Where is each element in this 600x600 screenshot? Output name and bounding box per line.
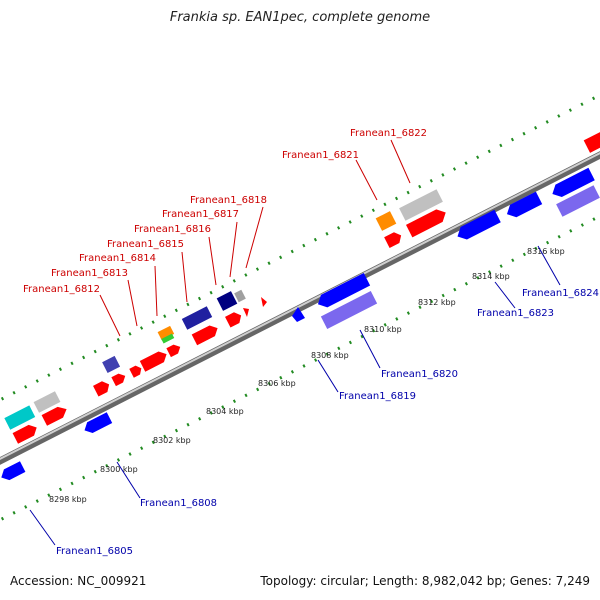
gene-red-edge[interactable] xyxy=(583,131,600,153)
gene-arrow-minus[interactable] xyxy=(504,191,543,221)
gene-lavender[interactable] xyxy=(320,291,378,329)
gene-lavender[interactable] xyxy=(556,185,600,217)
gene-label[interactable]: Franean1_6812 xyxy=(23,284,100,295)
gene-arrow-plus[interactable] xyxy=(139,349,170,372)
gene-label[interactable]: Franean1_6820 xyxy=(381,369,458,380)
gene-arrow-plus[interactable] xyxy=(191,323,221,346)
gene-arrow-minus[interactable] xyxy=(292,307,305,322)
gene-arrow-plus[interactable] xyxy=(406,206,449,238)
map-title: Frankia sp. EAN1pec, complete genome xyxy=(169,10,431,25)
gene-cyan[interactable] xyxy=(4,405,36,430)
gene-arrow-minus[interactable] xyxy=(315,273,371,310)
gene-arrow-plus[interactable] xyxy=(384,230,404,248)
scale-tick: 8298 kbp xyxy=(49,495,87,504)
gene-arrow-minus[interactable] xyxy=(0,461,26,483)
gene-green[interactable] xyxy=(161,333,175,344)
accession-text: Accession: NC_009921 xyxy=(10,574,147,588)
gene-arrow-plus[interactable] xyxy=(225,310,244,328)
gene-label[interactable]: Franean1_6818 xyxy=(190,195,267,206)
scale-tick: 8312 kbp xyxy=(418,298,456,307)
scale-tick: 8306 kbp xyxy=(258,379,296,388)
genome-backbone xyxy=(0,151,600,465)
gene-arrow-minus[interactable] xyxy=(549,167,595,200)
outer-dotted-track xyxy=(0,93,600,402)
minus-strand-genes xyxy=(0,167,600,483)
gene-label[interactable]: Franean1_6819 xyxy=(339,391,416,402)
gene-gray[interactable] xyxy=(399,189,443,221)
gene-arrow-plus[interactable] xyxy=(243,308,249,317)
gene-navy-stripe[interactable] xyxy=(181,306,213,330)
gene-arrow-plus[interactable] xyxy=(129,364,143,378)
scale-tick: 8300 kbp xyxy=(100,465,138,474)
scale-tick: 8302 kbp xyxy=(153,436,191,445)
scale-tick: 8304 kbp xyxy=(206,407,244,416)
gene-navy[interactable] xyxy=(216,291,238,311)
scale-tick: 8314 kbp xyxy=(472,272,510,281)
gene-gray-small[interactable] xyxy=(234,289,246,303)
gene-gray[interactable] xyxy=(33,391,61,413)
plus-labels: Franean1_6812 Franean1_6813 Franean1_681… xyxy=(23,128,427,337)
gene-arrow-minus[interactable] xyxy=(454,209,501,243)
gene-arrow-plus[interactable] xyxy=(12,422,40,444)
gene-orange[interactable] xyxy=(375,211,397,231)
gene-arrow-plus[interactable] xyxy=(166,342,182,358)
plus-strand-genes xyxy=(4,131,600,444)
gene-arrow-plus[interactable] xyxy=(111,371,127,387)
gene-label[interactable]: Franean1_6813 xyxy=(51,268,128,279)
gene-label[interactable]: Franean1_6821 xyxy=(282,150,359,161)
gene-label[interactable]: Franean1_6824 xyxy=(522,288,599,299)
gene-orange[interactable] xyxy=(157,325,175,341)
gene-stack[interactable] xyxy=(102,355,121,373)
gene-arrow-plus[interactable] xyxy=(41,404,70,426)
gene-label[interactable]: Franean1_6808 xyxy=(140,498,217,509)
scale-tick: 8310 kbp xyxy=(364,325,402,334)
scale-tick: 8316 kbp xyxy=(527,247,565,256)
gene-arrow-plus[interactable] xyxy=(93,379,112,397)
gene-label[interactable]: Franean1_6822 xyxy=(350,128,427,139)
scale-ticks: 8298 kbp 8300 kbp 8302 kbp 8304 kbp 8306… xyxy=(49,247,565,504)
gene-label[interactable]: Franean1_6815 xyxy=(107,239,184,250)
genome-backbone-highlight xyxy=(0,151,600,461)
gene-label[interactable]: Franean1_6816 xyxy=(134,224,211,235)
gene-arrow-plus[interactable] xyxy=(261,297,267,307)
gene-arrow-minus[interactable] xyxy=(82,412,113,435)
scale-tick: 8308 kbp xyxy=(311,351,349,360)
gene-label[interactable]: Franean1_6817 xyxy=(162,209,239,220)
topology-summary: Topology: circular; Length: 8,982,042 bp… xyxy=(260,574,590,588)
minus-labels: Franean1_6805 Franean1_6808 Franean1_681… xyxy=(29,245,599,557)
gene-label[interactable]: Franean1_6814 xyxy=(79,253,156,264)
gene-label[interactable]: Franean1_6823 xyxy=(477,308,554,319)
gene-label[interactable]: Franean1_6805 xyxy=(56,546,133,557)
